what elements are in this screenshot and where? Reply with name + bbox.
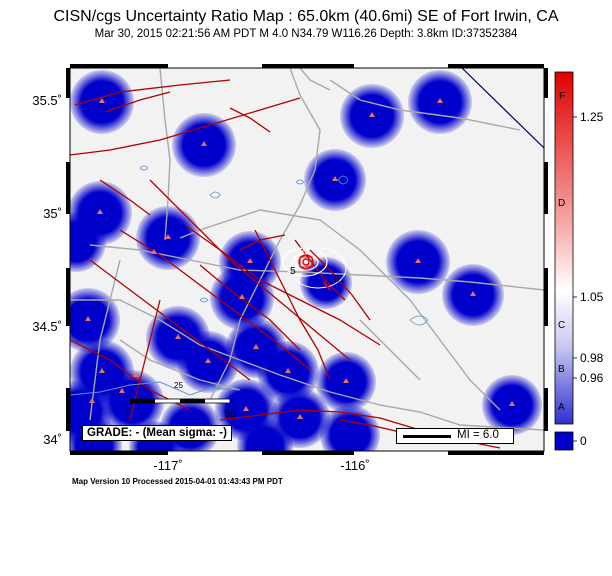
scale-label-0: 0 (126, 407, 131, 416)
map-title: CISN/cgs Uncertainty Ratio Map : 65.0km … (53, 8, 559, 25)
coastline (70, 381, 241, 396)
mi-legend: MI = 6.0 (396, 428, 514, 444)
x-tick-label: -116˚ (340, 458, 370, 473)
y-tick-label: 34˚ (43, 432, 62, 447)
colorbar-letter-b: B (558, 364, 565, 375)
y-tick-label: 35.5˚ (32, 93, 62, 108)
colorbar-letter-d: D (558, 198, 566, 209)
processing-footer: Map Version 10 Processed 2015-04-01 01:4… (72, 477, 283, 486)
colorbar-zero-block (554, 431, 574, 451)
scale-label-50: 50 (224, 408, 236, 420)
state-border (461, 68, 544, 149)
colorbar-value: 0 (580, 434, 587, 448)
y-tick-label: 35˚ (43, 206, 62, 221)
colorbar-letter-c: C (558, 320, 566, 331)
contour-label: 5 (290, 266, 296, 277)
colorbar (554, 71, 574, 425)
y-tick-label: 34.5˚ (32, 319, 62, 334)
map-border-ticks (66, 64, 548, 455)
colorbar-letter-a: A (558, 402, 565, 413)
x-tick-label: -117˚ (153, 458, 183, 473)
colorbar-value: 0.96 (580, 371, 604, 385)
colorbar-value: 1.05 (580, 290, 604, 304)
epicenter-contours (282, 247, 347, 291)
grade-legend: GRADE: - (Mean sigma: -) (82, 425, 232, 441)
lakes (139, 165, 429, 326)
colorbar-ticks (573, 116, 577, 442)
mi-legend-label: MI = 6.0 (457, 429, 499, 441)
scale-label-25: 25 (174, 381, 183, 390)
event-subtitle: Mar 30, 2015 02:21:56 AM PDT M 4.0 N34.7… (94, 28, 518, 40)
colorbar-value: 0.98 (580, 351, 604, 365)
map-scale-bar (129, 398, 231, 404)
colorbar-value: 1.25 (580, 110, 604, 124)
colorbar-letter-f: F (559, 91, 566, 102)
contour-label: 5 (334, 274, 340, 285)
mi-legend-line (403, 435, 451, 438)
